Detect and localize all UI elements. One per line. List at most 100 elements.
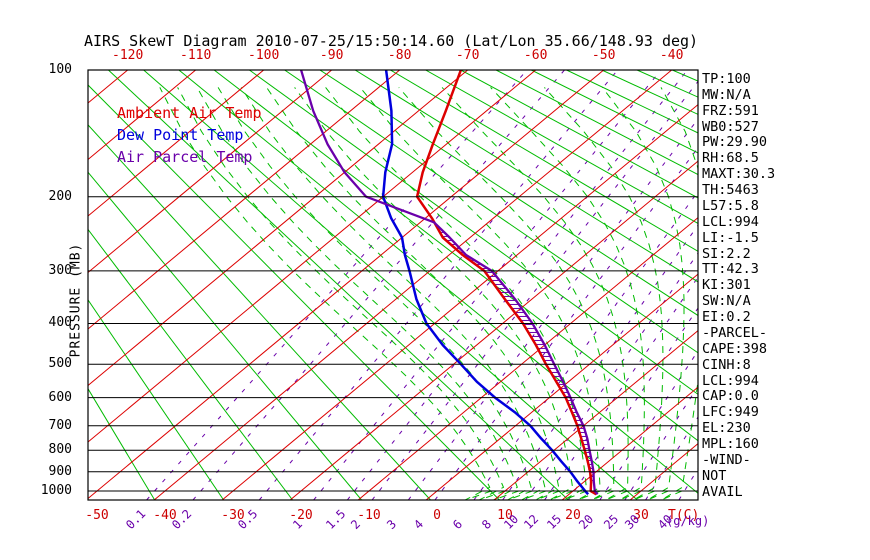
mixing-ratio-line xyxy=(258,70,619,500)
dry-adiabat-line xyxy=(0,70,17,500)
isotherm-line xyxy=(493,329,698,500)
stat-line: KI:301 xyxy=(702,277,751,294)
top-temp-tick-label: -120 xyxy=(112,48,144,63)
pressure-tick-label: 200 xyxy=(48,188,72,204)
bottom-temp-tick-label: -50 xyxy=(85,508,109,523)
isotherm-line xyxy=(88,70,400,330)
stat-line: -WIND- xyxy=(702,451,751,468)
mixing-ratio-line xyxy=(624,385,698,500)
stat-line: EI:0.2 xyxy=(702,309,751,326)
dry-adiabat-line xyxy=(354,70,698,283)
mixing-ratio-line xyxy=(525,252,698,500)
plot-area xyxy=(0,70,870,500)
bottom-temp-tick-label: 30 xyxy=(633,508,649,523)
stat-line: CINH:8 xyxy=(702,356,751,373)
moist-adiabat-line xyxy=(398,87,615,500)
dry-adiabat-line xyxy=(88,299,225,500)
isotherm-line xyxy=(88,70,196,161)
bottom-temp-tick-label: 10 xyxy=(497,508,513,523)
stat-line: TP:100 xyxy=(702,71,751,87)
pressure-tick-label: 600 xyxy=(48,389,72,405)
mixing-ratio-line xyxy=(502,224,698,500)
isotherm-line xyxy=(357,216,698,500)
stat-line: RH:68.5 xyxy=(702,150,759,167)
isotherm-line xyxy=(0,70,60,500)
top-temp-tick-label: -100 xyxy=(248,48,280,63)
mixing-ratio-line xyxy=(544,276,698,500)
legend-dew-point: Dew Point Temp xyxy=(117,126,244,144)
stat-line: SW:N/A xyxy=(702,293,751,310)
top-temp-tick-label: -70 xyxy=(455,48,480,63)
stat-line: PW:29.90 xyxy=(702,134,768,151)
bottom-temp-tick-label: -40 xyxy=(153,508,177,523)
moist-adiabat-line xyxy=(240,87,546,500)
mixing-ratio-line xyxy=(313,70,662,500)
moist-adiabat-line xyxy=(441,87,629,500)
top-temp-tick-label: -110 xyxy=(180,48,212,63)
stat-line: LCL:994 xyxy=(702,372,759,389)
dry-adiabat-line xyxy=(88,84,500,500)
isotherm-line xyxy=(88,70,468,387)
dry-adiabat-line xyxy=(88,171,362,500)
isotherm-line xyxy=(766,70,870,500)
dry-adiabat-line xyxy=(108,70,569,500)
bottom-temp-tick-label: 0 xyxy=(433,508,441,523)
dry-adiabat-line xyxy=(849,70,870,500)
dry-adiabat-line xyxy=(284,70,698,354)
top-temp-tick-label: -50 xyxy=(591,48,616,63)
top-temp-tick-label: -90 xyxy=(319,48,344,63)
stat-line: TT:42.3 xyxy=(702,261,759,278)
pressure-axis-label: PRESSURE (MB) xyxy=(68,242,84,358)
pressure-tick-label: 300 xyxy=(48,262,72,278)
moist-adiabat-line xyxy=(217,87,533,500)
temp-axis-unit-label: T(C) xyxy=(668,508,700,523)
dry-adiabat-line xyxy=(531,70,698,154)
isotherm-line xyxy=(88,70,604,500)
isotherm-line xyxy=(425,273,698,500)
stat-line: L57:5.8 xyxy=(702,197,759,214)
pressure-tick-label: 900 xyxy=(48,463,72,479)
stat-line: -PARCEL- xyxy=(702,324,768,341)
moist-adiabat-line xyxy=(294,87,574,500)
dry-adiabat-line xyxy=(390,70,698,252)
moist-adiabat-line xyxy=(490,87,645,500)
moist-adiabat-line xyxy=(601,87,685,500)
pressure-tick-label: 100 xyxy=(48,62,72,77)
legend-air-parcel: Air Parcel Temp xyxy=(117,148,253,166)
top-temp-tick-label: -80 xyxy=(387,48,412,63)
dry-adiabat-line xyxy=(460,70,698,199)
bottom-temp-tick-label: -20 xyxy=(289,508,313,523)
stat-line: LCL:994 xyxy=(702,213,759,230)
moist-adiabat-line xyxy=(177,87,506,500)
stat-line: TH:5463 xyxy=(702,182,759,199)
stat-line: SI:2.2 xyxy=(702,245,751,262)
mixing-ratio-unit-label: (g/kg) xyxy=(666,514,710,528)
mixing-ratio-line xyxy=(599,349,698,500)
dew-point-curve xyxy=(381,70,590,496)
stat-line: WB0:527 xyxy=(702,118,759,135)
moist-adiabat-line xyxy=(660,87,698,500)
pressure-tick-label: 500 xyxy=(48,356,72,372)
top-temp-tick-label: -60 xyxy=(523,48,548,63)
stat-line: NOT xyxy=(702,467,727,484)
dry-adiabat-line xyxy=(178,70,698,494)
dry-adiabat-line xyxy=(319,70,698,317)
dry-adiabat-line xyxy=(88,228,293,500)
isotherm-line xyxy=(289,160,698,500)
isotherm-line xyxy=(88,70,264,217)
isotherm-line xyxy=(88,70,128,104)
moist-adiabat-line xyxy=(196,87,519,500)
stat-line: MAXT:30.3 xyxy=(702,166,776,183)
stat-line: FRZ:591 xyxy=(702,102,759,119)
dry-adiabat-line xyxy=(88,124,431,500)
moist-adiabat-line xyxy=(266,87,560,500)
pressure-tick-label: 800 xyxy=(48,442,72,458)
ambient-temp-curve xyxy=(415,70,597,496)
air-parcel-curve xyxy=(299,70,599,496)
top-temp-tick-label: -40 xyxy=(659,48,684,63)
plot-frame xyxy=(87,69,699,501)
bottom-temp-tick-label: -30 xyxy=(221,508,245,523)
dry-adiabat-line xyxy=(249,70,698,395)
